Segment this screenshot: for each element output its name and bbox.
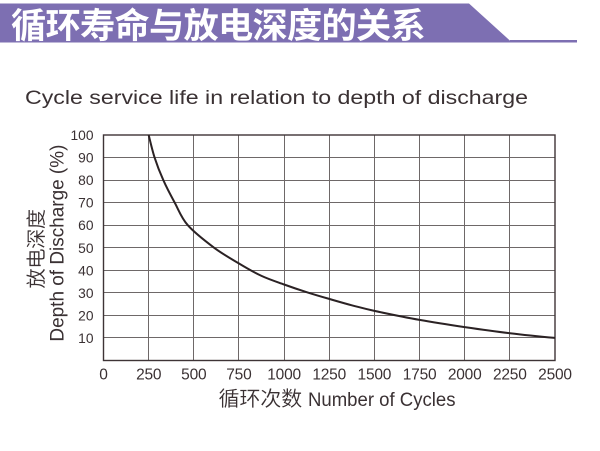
svg-text:Number of Cycles: Number of Cycles: [308, 390, 456, 411]
svg-text:500: 500: [181, 367, 207, 384]
svg-text:2500: 2500: [538, 367, 572, 384]
svg-text:80: 80: [78, 173, 94, 188]
svg-text:0: 0: [99, 367, 108, 384]
svg-text:60: 60: [78, 218, 94, 233]
svg-text:1000: 1000: [267, 367, 301, 384]
svg-text:10: 10: [78, 331, 94, 346]
svg-text:40: 40: [78, 263, 94, 278]
svg-text:Cycle service life in relation: Cycle service life in relation to depth …: [25, 87, 528, 109]
svg-text:70: 70: [78, 196, 94, 211]
svg-text:1250: 1250: [312, 367, 346, 384]
svg-text:20: 20: [78, 308, 94, 323]
svg-text:250: 250: [136, 367, 162, 384]
svg-text:1500: 1500: [358, 367, 392, 384]
svg-text:2000: 2000: [448, 367, 482, 384]
svg-text:Depth of Discharge (%): Depth of Discharge (%): [48, 145, 69, 342]
svg-text:90: 90: [78, 151, 94, 166]
svg-text:100: 100: [70, 128, 93, 143]
svg-text:750: 750: [226, 367, 252, 384]
svg-text:30: 30: [78, 286, 94, 301]
svg-text:2250: 2250: [493, 367, 527, 384]
svg-text:50: 50: [78, 241, 94, 256]
svg-text:1750: 1750: [403, 367, 437, 384]
